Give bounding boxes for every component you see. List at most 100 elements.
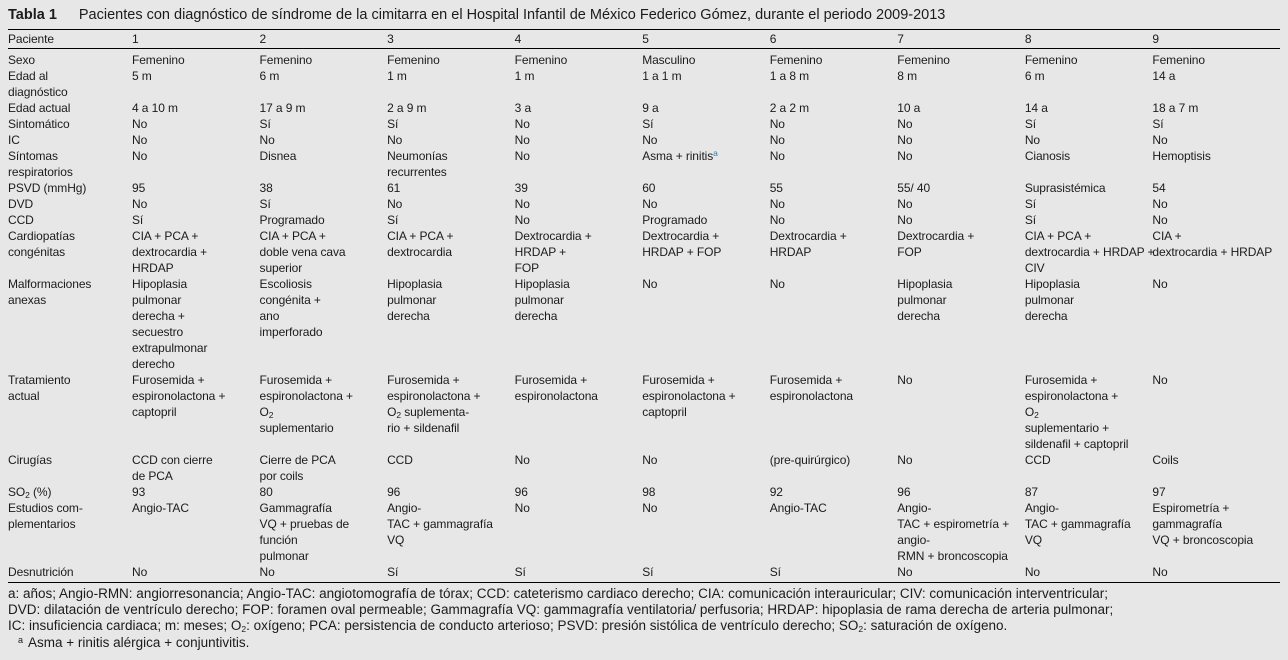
table-cell: No [259, 133, 275, 147]
subscript: 2 [268, 410, 274, 420]
table-cell: CIA + PCA + doble vena cava superior [259, 229, 346, 275]
table-cell: No [769, 133, 785, 147]
table-cell: No [769, 213, 785, 227]
table-cell: Cianosis [1024, 149, 1071, 163]
table-cell: Neumonías recurrentes [387, 149, 448, 179]
header-cell-paciente: Paciente [8, 29, 132, 49]
table-cell: No [769, 117, 785, 131]
table-row: Estudios com- plementarios Angio-TAC Gamma… [8, 500, 1280, 564]
table-row: Edad al diagnóstico 5 m 6 m 1 m 1 m 1 a 1 m 1 … [8, 68, 1280, 100]
table-cell: Dextrocardia + FOP [897, 229, 975, 259]
table-cell: CCD [1024, 453, 1051, 467]
patients-table-header: Paciente 1 2 3 4 5 6 7 8 9 [8, 29, 1280, 49]
table-cell: Femenino [1024, 53, 1078, 67]
header-cell-patient-1: 1 [132, 29, 260, 49]
table-cell: Hemoptisis [1152, 149, 1211, 163]
table-cell: No [642, 501, 658, 515]
header-cell-patient-2: 2 [259, 29, 388, 49]
table-cell: 60 [642, 181, 656, 195]
table-cell: Furosemida + espironolactona [769, 373, 853, 403]
table-cell: Furosemida + espironolactona [514, 373, 598, 403]
table-cell: Angio-TAC [132, 501, 189, 515]
table-cell: 6 m [259, 69, 280, 83]
table-cell: No [514, 197, 530, 211]
table-row: Tratamiento actual Furosemida + espironol… [8, 372, 1280, 452]
table-number: Tabla 1 [8, 7, 57, 23]
table-cell: No [132, 197, 148, 211]
table-cell: Furosemida + espironolactona + O2 suplem… [1024, 373, 1129, 451]
table-cell: No [132, 133, 148, 147]
table-cell: No [132, 117, 148, 131]
table-cell: Hipoplasia pulmonar derecha [1024, 277, 1080, 323]
table-cell: No [897, 197, 913, 211]
table-cell: No [514, 149, 530, 163]
table-cell: CIA + PCA + dextrocardia [387, 229, 454, 259]
table-cell: 1 m [514, 69, 535, 83]
table-cell: Sí [642, 117, 654, 131]
table-cell: 8 m [897, 69, 917, 83]
table-row: Cardiopatías congénitas CIA + PCA + dextr… [8, 228, 1280, 276]
table-cell: 98 [642, 485, 656, 499]
row-label: Malformaciones anexas [8, 277, 92, 307]
header-cell-patient-7: 7 [897, 29, 1025, 49]
table-cell: Sí [387, 565, 399, 579]
table-cell: Sí [387, 117, 399, 131]
table-cell: Furosemida + espironolactona + captopril [132, 373, 226, 419]
table-cell: No [897, 453, 913, 467]
table-cell: Sí [769, 565, 781, 579]
table-cell: Masculino [642, 53, 696, 67]
table-cell: 96 [514, 485, 528, 499]
table-cell: 92 [769, 485, 783, 499]
table-cell: No [769, 197, 785, 211]
table-cell: 4 a 10 m [132, 101, 178, 115]
table-cell: Espirometría + gammagrafía VQ + broncosc… [1152, 501, 1254, 547]
table-cell: Angio-TAC [769, 501, 827, 515]
table-row: Desnutrición No No Sí Sí Sí Sí No No No [8, 564, 1280, 583]
row-label: Sintomático [8, 117, 70, 131]
row-label: Síntomas respiratorios [8, 149, 73, 179]
table-row: Malformaciones anexas Hipoplasia pulmonar… [8, 276, 1280, 372]
table-cell: Gammagrafía VQ + pruebas de función pulm… [259, 501, 350, 563]
table-cell: Hipoplasia pulmonar derecha [387, 277, 443, 323]
table-cell: 5 m [132, 69, 152, 83]
table-cell: Angio- TAC + espirometría + angio- RMN +… [897, 501, 1010, 563]
table-cell: Femenino [897, 53, 950, 67]
table-cell: No [769, 149, 785, 163]
table-cell: 54 [1152, 181, 1166, 195]
header-cell-patient-5: 5 [642, 29, 770, 49]
table-cell: No [387, 133, 403, 147]
subscript: 2 [1034, 410, 1039, 420]
table-cell: 2 a 9 m [387, 101, 427, 115]
table-cell: No [132, 565, 148, 579]
table-row: SO2 (%) 93 80 96 96 98 92 96 87 97 [8, 484, 1280, 500]
table-cell: No [769, 277, 785, 291]
table-cell: CCD [387, 453, 413, 467]
header-cell-patient-9: 9 [1152, 29, 1280, 49]
table-cell: 3 a [514, 101, 532, 115]
table-cell: Sí [1152, 117, 1164, 131]
table-cell: No [387, 197, 403, 211]
patients-table-body: Sexo Femenino Femenino Femenino Femenino Masc… [8, 49, 1280, 583]
table-cell: 10 a [897, 101, 921, 115]
table-cell: 97 [1152, 485, 1166, 499]
table-cell: No [642, 453, 658, 467]
table-cell: No [132, 149, 148, 163]
table-cell: No [514, 453, 530, 467]
table-cell: Sí [642, 565, 654, 579]
abbreviation-line: a: años; Angio-RMN: angiorresonancia; An… [8, 586, 1109, 601]
abbreviation-line: IC: insuficiencia cardiaca; m: meses; O2… [8, 618, 1008, 634]
footnote-a-text: Asma + rinitis alérgica + conjuntivitis. [28, 635, 250, 650]
table-cell: Dextrocardia + HRDAP [769, 229, 847, 259]
table-cell: Sí [259, 117, 271, 131]
table-cell: Coils [1152, 453, 1179, 467]
table-cell: 39 [514, 181, 528, 195]
table-cell: 38 [259, 181, 273, 195]
table-cell: No [514, 117, 530, 131]
subscript: 2 [396, 410, 401, 420]
table-cell: No [642, 133, 658, 147]
table-cell: No [1152, 197, 1168, 211]
table-cell: 9 a [642, 101, 659, 115]
row-label: Edad al diagnóstico [8, 69, 68, 99]
table-cell: 2 a 2 m [769, 101, 810, 115]
